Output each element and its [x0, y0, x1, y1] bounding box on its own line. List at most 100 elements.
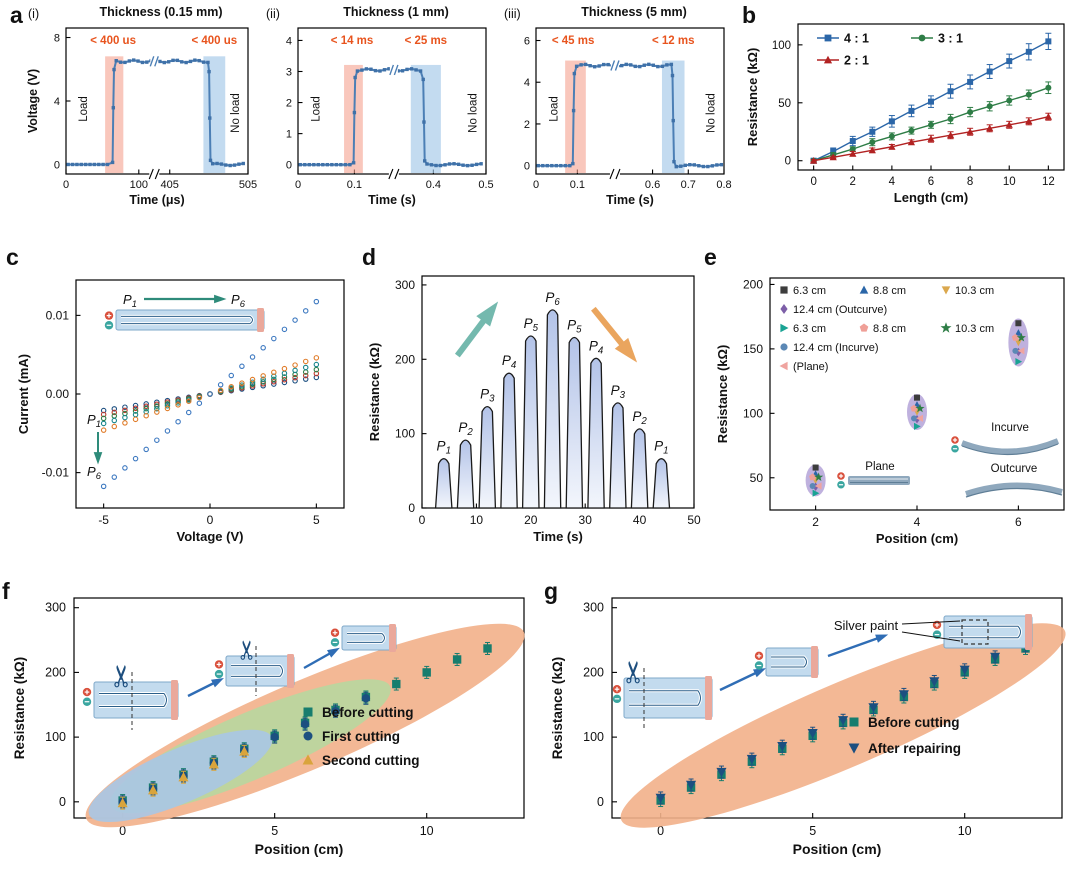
svg-text:0.01: 0.01: [46, 308, 70, 322]
svg-text:100: 100: [130, 179, 148, 191]
svg-text:200: 200: [583, 665, 604, 679]
svg-text:< 12 ms: < 12 ms: [652, 35, 695, 47]
svg-text:Position (cm): Position (cm): [793, 841, 882, 857]
svg-text:10: 10: [958, 824, 972, 838]
svg-text:Before cutting: Before cutting: [322, 705, 414, 720]
svg-text:0.4: 0.4: [426, 179, 441, 191]
svg-text:3: 3: [286, 66, 292, 78]
svg-text:4 : 1: 4 : 1: [844, 32, 869, 46]
svg-text:< 400 us: < 400 us: [90, 35, 136, 47]
svg-text:Time (s): Time (s): [368, 193, 416, 207]
svg-text:P4: P4: [589, 338, 604, 356]
svg-text:Current (mA): Current (mA): [16, 354, 31, 434]
svg-text:Load: Load: [311, 96, 323, 122]
svg-text:✂: ✂: [106, 663, 139, 688]
svg-text:100: 100: [583, 730, 604, 744]
svg-text:12.4 cm (Incurve): 12.4 cm (Incurve): [793, 342, 879, 354]
svg-text:P3: P3: [480, 387, 495, 405]
svg-text:12: 12: [1042, 176, 1055, 188]
svg-text:Length (cm): Length (cm): [894, 190, 968, 205]
chart-e: 2 4 6 50 100 150 200 Position (cm) Resistance (k…: [715, 277, 1065, 546]
svg-text:No load: No load: [706, 93, 718, 133]
svg-text:4: 4: [889, 176, 896, 188]
panel-label-b: b: [742, 2, 757, 28]
svg-text:8.8 cm: 8.8 cm: [873, 285, 906, 297]
svg-text:4: 4: [914, 515, 921, 529]
svg-text:0: 0: [119, 824, 126, 838]
svg-text:Resistance (kΩ): Resistance (kΩ): [367, 343, 382, 442]
svg-text:12.4 cm (Outcurve): 12.4 cm (Outcurve): [793, 304, 887, 316]
svg-text:300: 300: [583, 601, 604, 615]
svg-text:(iii): (iii): [504, 7, 521, 21]
svg-text:405: 405: [161, 179, 179, 191]
svg-text:P3: P3: [611, 383, 626, 401]
svg-text:P4: P4: [502, 353, 517, 371]
svg-text:Time (s): Time (s): [533, 529, 583, 544]
svg-text:Before cutting: Before cutting: [868, 715, 960, 730]
svg-text:8: 8: [54, 33, 60, 45]
panel-label-a: a: [10, 2, 23, 28]
svg-text:✂: ✂: [232, 639, 262, 661]
svg-text:300: 300: [45, 601, 66, 615]
chart-b: 0 2 4 6 8 10 12 0 50 100 Length (cm) Resistance (kΩ…: [745, 23, 1065, 205]
svg-text:100: 100: [45, 730, 66, 744]
svg-text:P2: P2: [458, 420, 473, 438]
svg-text:0: 0: [524, 161, 530, 173]
svg-text:Thickness (5 mm): Thickness (5 mm): [581, 5, 687, 19]
svg-text:6: 6: [928, 176, 934, 188]
svg-text:P6: P6: [231, 292, 246, 309]
svg-text:After repairing: After repairing: [868, 741, 961, 756]
svg-text:0.8: 0.8: [716, 179, 731, 191]
chart-a-i: Thickness (0.15 mm) (i) 0 4 8 0 100 405 505 Time …: [26, 5, 257, 207]
panel-label-f: f: [2, 578, 10, 604]
svg-text:10: 10: [470, 513, 484, 527]
svg-text:2: 2: [286, 98, 292, 110]
svg-text:✂: ✂: [618, 659, 651, 684]
svg-text:0: 0: [59, 795, 66, 809]
svg-text:(Plane): (Plane): [793, 361, 828, 373]
svg-text:P2: P2: [632, 409, 647, 427]
svg-text:0: 0: [63, 179, 69, 191]
panel-label-d: d: [362, 244, 377, 270]
svg-text:Resistance (kΩ): Resistance (kΩ): [550, 657, 565, 759]
svg-text:200: 200: [395, 352, 415, 366]
svg-text:Resistance (kΩ): Resistance (kΩ): [12, 657, 27, 759]
svg-text:8: 8: [967, 176, 973, 188]
svg-text:Second cutting: Second cutting: [322, 753, 420, 768]
svg-text:-5: -5: [98, 513, 109, 527]
chart-d: 0 10 20 30 40 50 0 100 200 300 Time (s) Resistance …: [367, 275, 701, 544]
svg-text:10.3 cm: 10.3 cm: [955, 285, 994, 297]
svg-text:< 45 ms: < 45 ms: [552, 35, 595, 47]
svg-text:0: 0: [597, 795, 604, 809]
svg-text:2: 2: [850, 176, 856, 188]
svg-text:P5: P5: [567, 317, 582, 335]
svg-text:P5: P5: [524, 316, 539, 334]
svg-text:Silver paint: Silver paint: [834, 618, 899, 633]
svg-text:Position (cm): Position (cm): [255, 841, 344, 857]
svg-text:4: 4: [54, 96, 60, 108]
svg-text:0: 0: [810, 176, 816, 188]
svg-text:2 : 1: 2 : 1: [844, 54, 869, 68]
svg-text:0: 0: [785, 156, 791, 168]
svg-text:30: 30: [579, 513, 593, 527]
svg-text:0.7: 0.7: [681, 179, 696, 191]
svg-text:50: 50: [778, 98, 791, 110]
svg-text:(i): (i): [28, 7, 39, 21]
svg-text:0.5: 0.5: [478, 179, 493, 191]
svg-text:200: 200: [45, 665, 66, 679]
svg-text:40: 40: [633, 513, 647, 527]
svg-text:0.6: 0.6: [645, 179, 660, 191]
svg-text:0.00: 0.00: [46, 387, 70, 401]
svg-text:0: 0: [207, 513, 214, 527]
svg-text:6: 6: [524, 36, 530, 48]
svg-text:6.3 cm: 6.3 cm: [793, 285, 826, 297]
svg-text:Time (s): Time (s): [606, 193, 654, 207]
svg-text:Thickness (1 mm): Thickness (1 mm): [343, 5, 449, 19]
svg-text:10: 10: [1003, 176, 1016, 188]
svg-text:< 14 ms: < 14 ms: [331, 35, 374, 47]
svg-text:Voltage (V): Voltage (V): [26, 69, 40, 133]
svg-text:10.3 cm: 10.3 cm: [955, 323, 994, 335]
svg-text:5: 5: [313, 513, 320, 527]
